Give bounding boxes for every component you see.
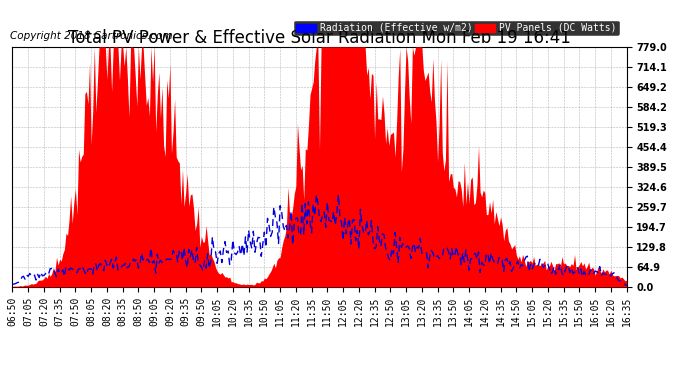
Text: Copyright 2018 Cartronics.com: Copyright 2018 Cartronics.com — [10, 32, 173, 41]
Legend: Radiation (Effective w/m2), PV Panels (DC Watts): Radiation (Effective w/m2), PV Panels (D… — [294, 21, 619, 35]
Title: Total PV Power & Effective Solar Radiation Mon Feb 19 16:41: Total PV Power & Effective Solar Radiati… — [68, 29, 571, 47]
